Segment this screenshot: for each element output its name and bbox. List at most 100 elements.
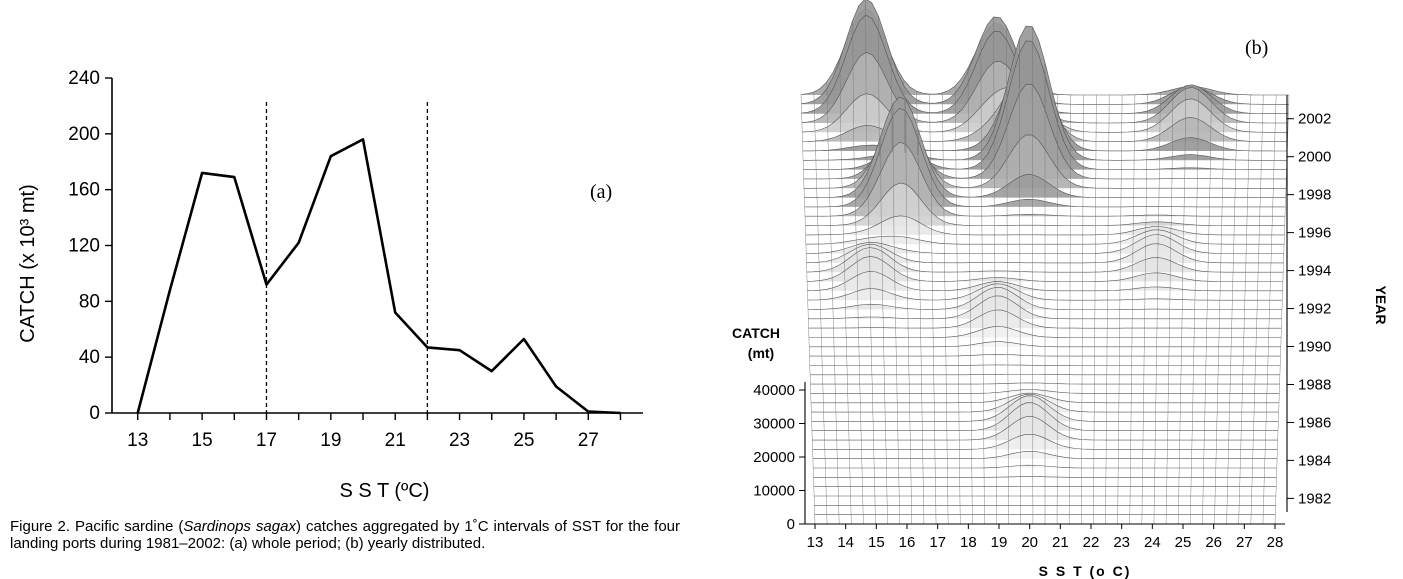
data-point [587, 410, 590, 413]
mesh-col-line [1262, 94, 1277, 525]
mesh-col-line [1105, 94, 1110, 525]
mesh-col-line [954, 85, 961, 525]
mesh-col-line [800, 94, 816, 525]
mesh-col-line [890, 54, 900, 525]
mesh-col-line [1068, 94, 1071, 524]
z-tick-label: 30000 [753, 416, 795, 433]
surface-strip [805, 183, 1285, 226]
y-axis-title: CATCH (x 10³ mt) [17, 184, 39, 343]
x-tick-label: 19 [320, 430, 341, 451]
y-tick-label: 80 [79, 291, 100, 312]
chart-b: 13 14 15 16 17 18 19 20 21 22 23 24 25 26 27 28 S S T (o… [732, 0, 1389, 579]
data-point [265, 283, 268, 286]
data-point [362, 138, 364, 141]
data-point [490, 370, 493, 373]
year-tick-label: 1990 [1298, 339, 1331, 356]
year-tick-label: 1982 [1298, 490, 1331, 507]
year-tick-label: 2002 [1298, 111, 1331, 128]
caption-species: Sardinops sagax [183, 518, 296, 535]
x-tick-label: 25 [513, 430, 534, 451]
year-tick-label: 1984 [1298, 452, 1331, 469]
mesh-col-line [980, 38, 985, 525]
surface-strip [808, 287, 1282, 310]
x-tick-label: 14 [837, 534, 854, 551]
x-tick-label: 16 [899, 534, 916, 551]
panel-label-b: (b) [1245, 37, 1268, 59]
y-tick-label: 200 [68, 124, 100, 145]
mesh-col-line [826, 82, 840, 525]
data-point [201, 172, 204, 174]
year-axis-title: YEAR [1373, 286, 1389, 325]
mesh-col-line [1117, 94, 1123, 525]
x-tick-label: 21 [1052, 534, 1069, 551]
x-tick-label: 18 [960, 534, 977, 551]
data-point [169, 289, 171, 292]
x-tick-label: 17 [256, 430, 277, 451]
x-tick-label: 23 [449, 430, 470, 451]
year-tick-label: 1988 [1298, 376, 1331, 393]
mesh-col-line [1190, 86, 1200, 525]
z-tick-label: 0 [787, 516, 795, 533]
surface-strip [806, 247, 1284, 273]
z-tick-label: 40000 [753, 382, 795, 399]
mesh-col-line [1226, 94, 1238, 525]
y-tick-label: 0 [89, 403, 100, 424]
surface-strip [805, 215, 1285, 235]
mesh-col-line [813, 91, 828, 525]
year-tick-label: 2000 [1298, 149, 1331, 166]
x-tick-label: 20 [1021, 534, 1038, 551]
mesh-col-line [1093, 94, 1097, 525]
data-point [136, 412, 139, 414]
caption-suffix: ) catches aggregated by 1˚C intervals of… [10, 518, 680, 552]
data-point [394, 311, 397, 314]
mesh-col-line [929, 94, 937, 525]
mesh-col-line [1056, 94, 1059, 524]
surface-strip [807, 256, 1283, 282]
mesh-col-line [877, 15, 888, 525]
x-tick-label: 19 [991, 534, 1008, 551]
caption-prefix: Figure 2. Pacific sardine ( [10, 518, 184, 535]
x-axis-title: S S T (o C) [1039, 563, 1132, 579]
z-tick-label: 20000 [753, 449, 795, 466]
x-tick-label: 28 [1267, 534, 1284, 551]
y-tick-label: 240 [68, 68, 100, 89]
mesh-col-line [967, 67, 973, 525]
mesh-col-line [839, 58, 852, 525]
data-point [233, 176, 236, 179]
y-tick-label: 160 [68, 180, 100, 201]
data-point [329, 155, 332, 158]
x-tick-label: 27 [578, 430, 599, 451]
x-tick-label: 27 [1236, 534, 1253, 551]
z-tick-label: 10000 [753, 483, 795, 500]
year-tick-label: 1986 [1298, 414, 1331, 431]
data-point [426, 346, 429, 349]
mesh-col-line [1006, 26, 1009, 525]
mesh-col-line [1177, 85, 1187, 525]
x-tick-label: 26 [1205, 534, 1222, 551]
x-tick-label: 23 [1113, 534, 1130, 551]
surface-strip [807, 271, 1283, 291]
x-tick-label: 21 [385, 430, 406, 451]
x-tick-label: 22 [1083, 534, 1100, 551]
y-tick-label: 120 [68, 236, 100, 257]
year-tick-label: 1998 [1298, 187, 1331, 204]
chart-a: 0 40 80 120 160 200 240 13 15 17 19 21 23 25 27 S S T (… [17, 68, 643, 502]
z-axis-unit: (mt) [748, 345, 774, 361]
catch-line [136, 138, 621, 415]
year-tick-label: 1992 [1298, 301, 1331, 318]
x-tick-label: 13 [127, 430, 148, 451]
surface-strip [805, 142, 1285, 217]
year-tick-label: 1996 [1298, 225, 1331, 242]
mesh-col-line [852, 20, 864, 525]
x-axis-title: S S T (ºC) [340, 480, 430, 502]
mesh-col-line [864, 0, 876, 525]
mesh-col-line [903, 79, 913, 525]
x-tick-label: 17 [929, 534, 946, 551]
panel-label-a: (a) [590, 181, 612, 203]
mesh-col-line [1250, 94, 1264, 525]
mesh-col-line [1214, 92, 1226, 525]
surface-mesh [800, 0, 1290, 525]
year-tick-label: 1994 [1298, 263, 1331, 280]
mesh-col-line [1031, 26, 1034, 524]
x-tick-label: 15 [868, 534, 885, 551]
